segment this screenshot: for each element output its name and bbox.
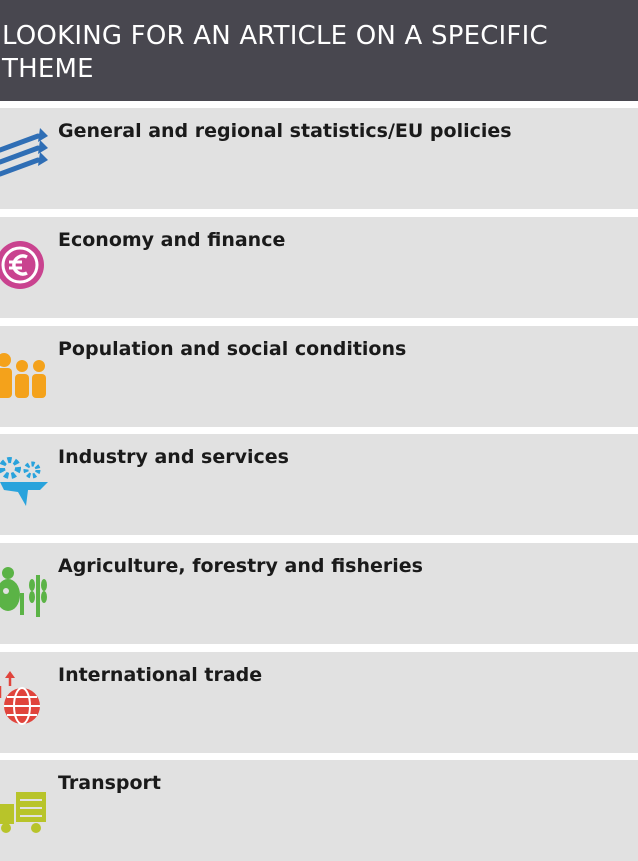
theme-label[interactable]: Industry and services xyxy=(58,446,289,468)
theme-item[interactable]: Industry and services xyxy=(0,434,638,535)
theme-item[interactable]: Transport xyxy=(0,760,638,861)
theme-label[interactable]: International trade xyxy=(58,664,263,686)
theme-icon xyxy=(0,457,48,506)
theme-icon xyxy=(0,792,46,833)
theme-item[interactable]: Agriculture, forestry and fisheries xyxy=(0,543,638,644)
theme-icon xyxy=(0,128,48,177)
header: LOOKING FOR AN ARTICLE ON A SPECIFIC THE… xyxy=(0,0,638,101)
theme-label[interactable]: General and regional statistics/EU polic… xyxy=(58,120,512,142)
theme-icon xyxy=(0,671,40,725)
header-title: LOOKING FOR AN ARTICLE ON A SPECIFIC THE… xyxy=(2,21,548,84)
theme-label[interactable]: Economy and finance xyxy=(58,229,286,251)
theme-item[interactable]: Population and social conditions xyxy=(0,326,638,427)
theme-item[interactable]: International trade xyxy=(0,652,638,753)
theme-label[interactable]: Transport xyxy=(58,772,162,794)
theme-item[interactable]: General and regional statistics/EU polic… xyxy=(0,108,638,209)
theme-icon xyxy=(0,241,44,289)
theme-label[interactable]: Population and social conditions xyxy=(58,338,407,360)
theme-icon xyxy=(0,353,46,398)
theme-icon xyxy=(0,567,47,617)
theme-label[interactable]: Agriculture, forestry and fisheries xyxy=(58,555,423,577)
theme-item[interactable]: Economy and finance xyxy=(0,217,638,318)
